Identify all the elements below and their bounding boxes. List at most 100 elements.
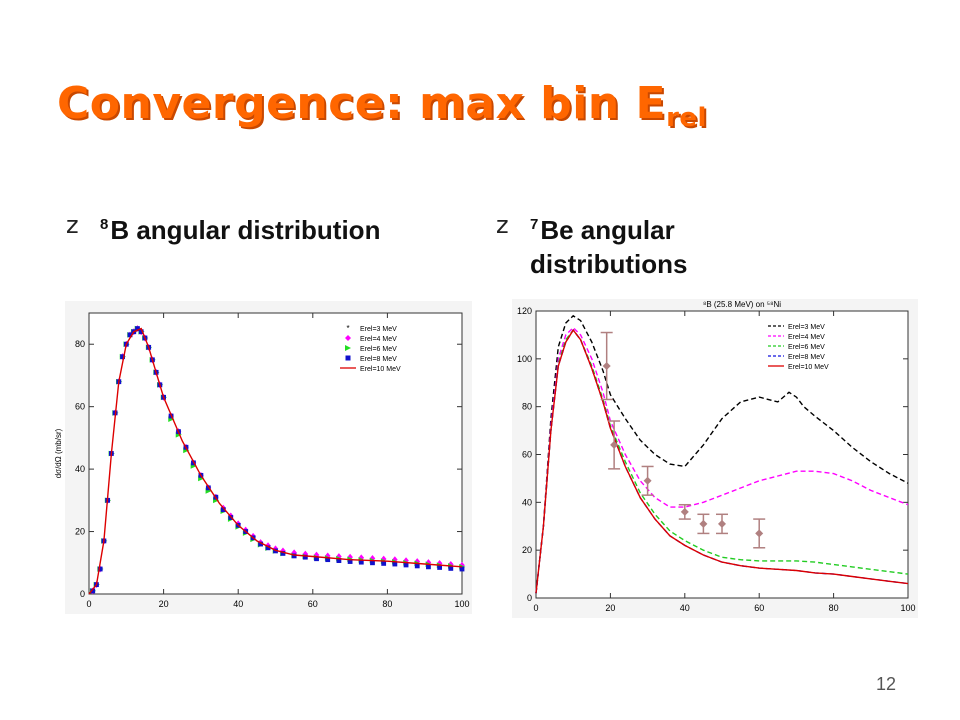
- x-tick-label: 60: [754, 603, 764, 613]
- y-axis-label: dσ/dΩ (mb/sr): [54, 428, 63, 478]
- data-point: [381, 561, 387, 566]
- legend-label: Erel=8 MeV: [788, 354, 825, 361]
- legend-label: Erel=6 MeV: [360, 346, 397, 353]
- data-point: [699, 519, 708, 528]
- x-tick-label: 80: [829, 603, 839, 613]
- legend-swatch: [345, 335, 351, 341]
- series: [535, 328, 909, 594]
- data-point: [302, 554, 308, 560]
- series-line: [535, 326, 909, 594]
- data-point: [258, 541, 263, 547]
- legend-entry: * Erel=3 MeV: [346, 324, 397, 333]
- legend-entry: Erel=4 MeV: [768, 334, 825, 341]
- bullet-text: 8B angular distribution: [100, 208, 380, 247]
- x-tick-label: 20: [159, 599, 169, 609]
- data-point: [718, 519, 726, 528]
- x-tick-label: 100: [900, 603, 915, 613]
- plot-area: [535, 310, 909, 599]
- series: [600, 331, 766, 549]
- data-point: [680, 507, 689, 516]
- y-tick-label: 20: [75, 527, 85, 537]
- bullet-text: 7Be angular distributions: [530, 208, 796, 281]
- y-tick-label: 100: [517, 354, 532, 364]
- data-point: [426, 564, 431, 570]
- legend-swatch: [345, 345, 351, 351]
- legend-entry: Erel=3 MeV: [768, 324, 825, 331]
- series-line: [535, 328, 909, 594]
- data-point: [602, 362, 611, 371]
- y-tick-label: 120: [517, 306, 532, 316]
- series: [535, 326, 909, 594]
- data-point: [314, 556, 319, 562]
- slide-title-main: Convergence: max bin E: [57, 78, 667, 129]
- data-point: [755, 529, 764, 538]
- legend-label: Erel=4 MeV: [788, 334, 825, 341]
- data-point: [325, 557, 331, 563]
- x-tick-label: 100: [454, 599, 469, 609]
- x-tick-label: 40: [680, 603, 690, 613]
- bullet-label: B angular distribution: [110, 215, 381, 245]
- legend-label: Erel=10 MeV: [788, 364, 829, 371]
- data-point: [370, 560, 375, 566]
- series-line: [535, 328, 909, 594]
- data-point: [97, 566, 103, 572]
- y-tick-label: 0: [80, 589, 85, 599]
- data-point: [414, 563, 420, 569]
- series: [535, 328, 909, 594]
- legend-entry: Erel=6 MeV: [768, 344, 825, 351]
- page-number: 12: [876, 674, 897, 694]
- legend-swatch: *: [346, 324, 349, 333]
- legend-entry: Erel=10 MeV: [768, 364, 829, 371]
- legend-entry: Erel=10 MeV: [340, 366, 401, 373]
- data-point: [291, 553, 297, 559]
- series-line: [88, 327, 463, 595]
- legend-label: Erel=10 MeV: [360, 366, 401, 373]
- legend-label: Erel=3 MeV: [788, 324, 825, 331]
- x-tick-label: 20: [605, 603, 615, 613]
- data-point: [220, 507, 226, 513]
- data-point: [138, 329, 144, 335]
- legend-swatch: [345, 355, 351, 361]
- x-tick-label: 0: [533, 603, 538, 613]
- y-tick-label: 80: [522, 402, 532, 412]
- legend-entry: Erel=4 MeV: [345, 335, 397, 343]
- y-tick-label: 40: [75, 464, 85, 474]
- data-point: [459, 566, 465, 572]
- chart-title: ⁸B (25.8 MeV) on ⁵⁸Ni: [703, 300, 781, 309]
- legend-label: Erel=3 MeV: [360, 326, 397, 333]
- bullet-label: Be angular distributions: [530, 215, 688, 279]
- data-point: [280, 551, 286, 556]
- x-tick-label: 60: [308, 599, 318, 609]
- data-point: [127, 332, 133, 338]
- data-point: [610, 440, 619, 449]
- x-tick-label: 0: [86, 599, 91, 609]
- data-point: [448, 565, 454, 571]
- data-point: [120, 354, 125, 360]
- bullet-marker: z: [496, 211, 509, 239]
- y-tick-label: 0: [527, 593, 532, 603]
- slide-title-subscript: rel: [666, 103, 707, 133]
- y-tick-label: 60: [522, 450, 532, 460]
- data-point: [392, 561, 398, 567]
- y-tick-label: 20: [522, 545, 532, 555]
- slide-title: Convergence: max bin Erel: [57, 78, 707, 133]
- legend-label: Erel=4 MeV: [360, 336, 397, 343]
- data-point: [643, 476, 652, 485]
- isotope-mass-number: 8: [100, 216, 109, 233]
- legend-entry: Erel=8 MeV: [345, 355, 397, 363]
- legend-entry: Erel=6 MeV: [345, 345, 397, 353]
- data-point: [347, 559, 353, 564]
- data-point: [90, 588, 96, 594]
- legend-label: Erel=6 MeV: [788, 344, 825, 351]
- y-tick-label: 60: [75, 402, 85, 412]
- y-tick-label: 80: [75, 339, 85, 349]
- x-tick-label: 80: [382, 599, 392, 609]
- data-point: [437, 565, 443, 570]
- legend-label: Erel=8 MeV: [360, 356, 397, 363]
- x-tick-label: 40: [233, 599, 243, 609]
- y-tick-label: 40: [522, 497, 532, 507]
- bullet-marker: z: [66, 211, 79, 239]
- data-point: [403, 562, 409, 568]
- legend-entry: Erel=8 MeV: [768, 354, 825, 361]
